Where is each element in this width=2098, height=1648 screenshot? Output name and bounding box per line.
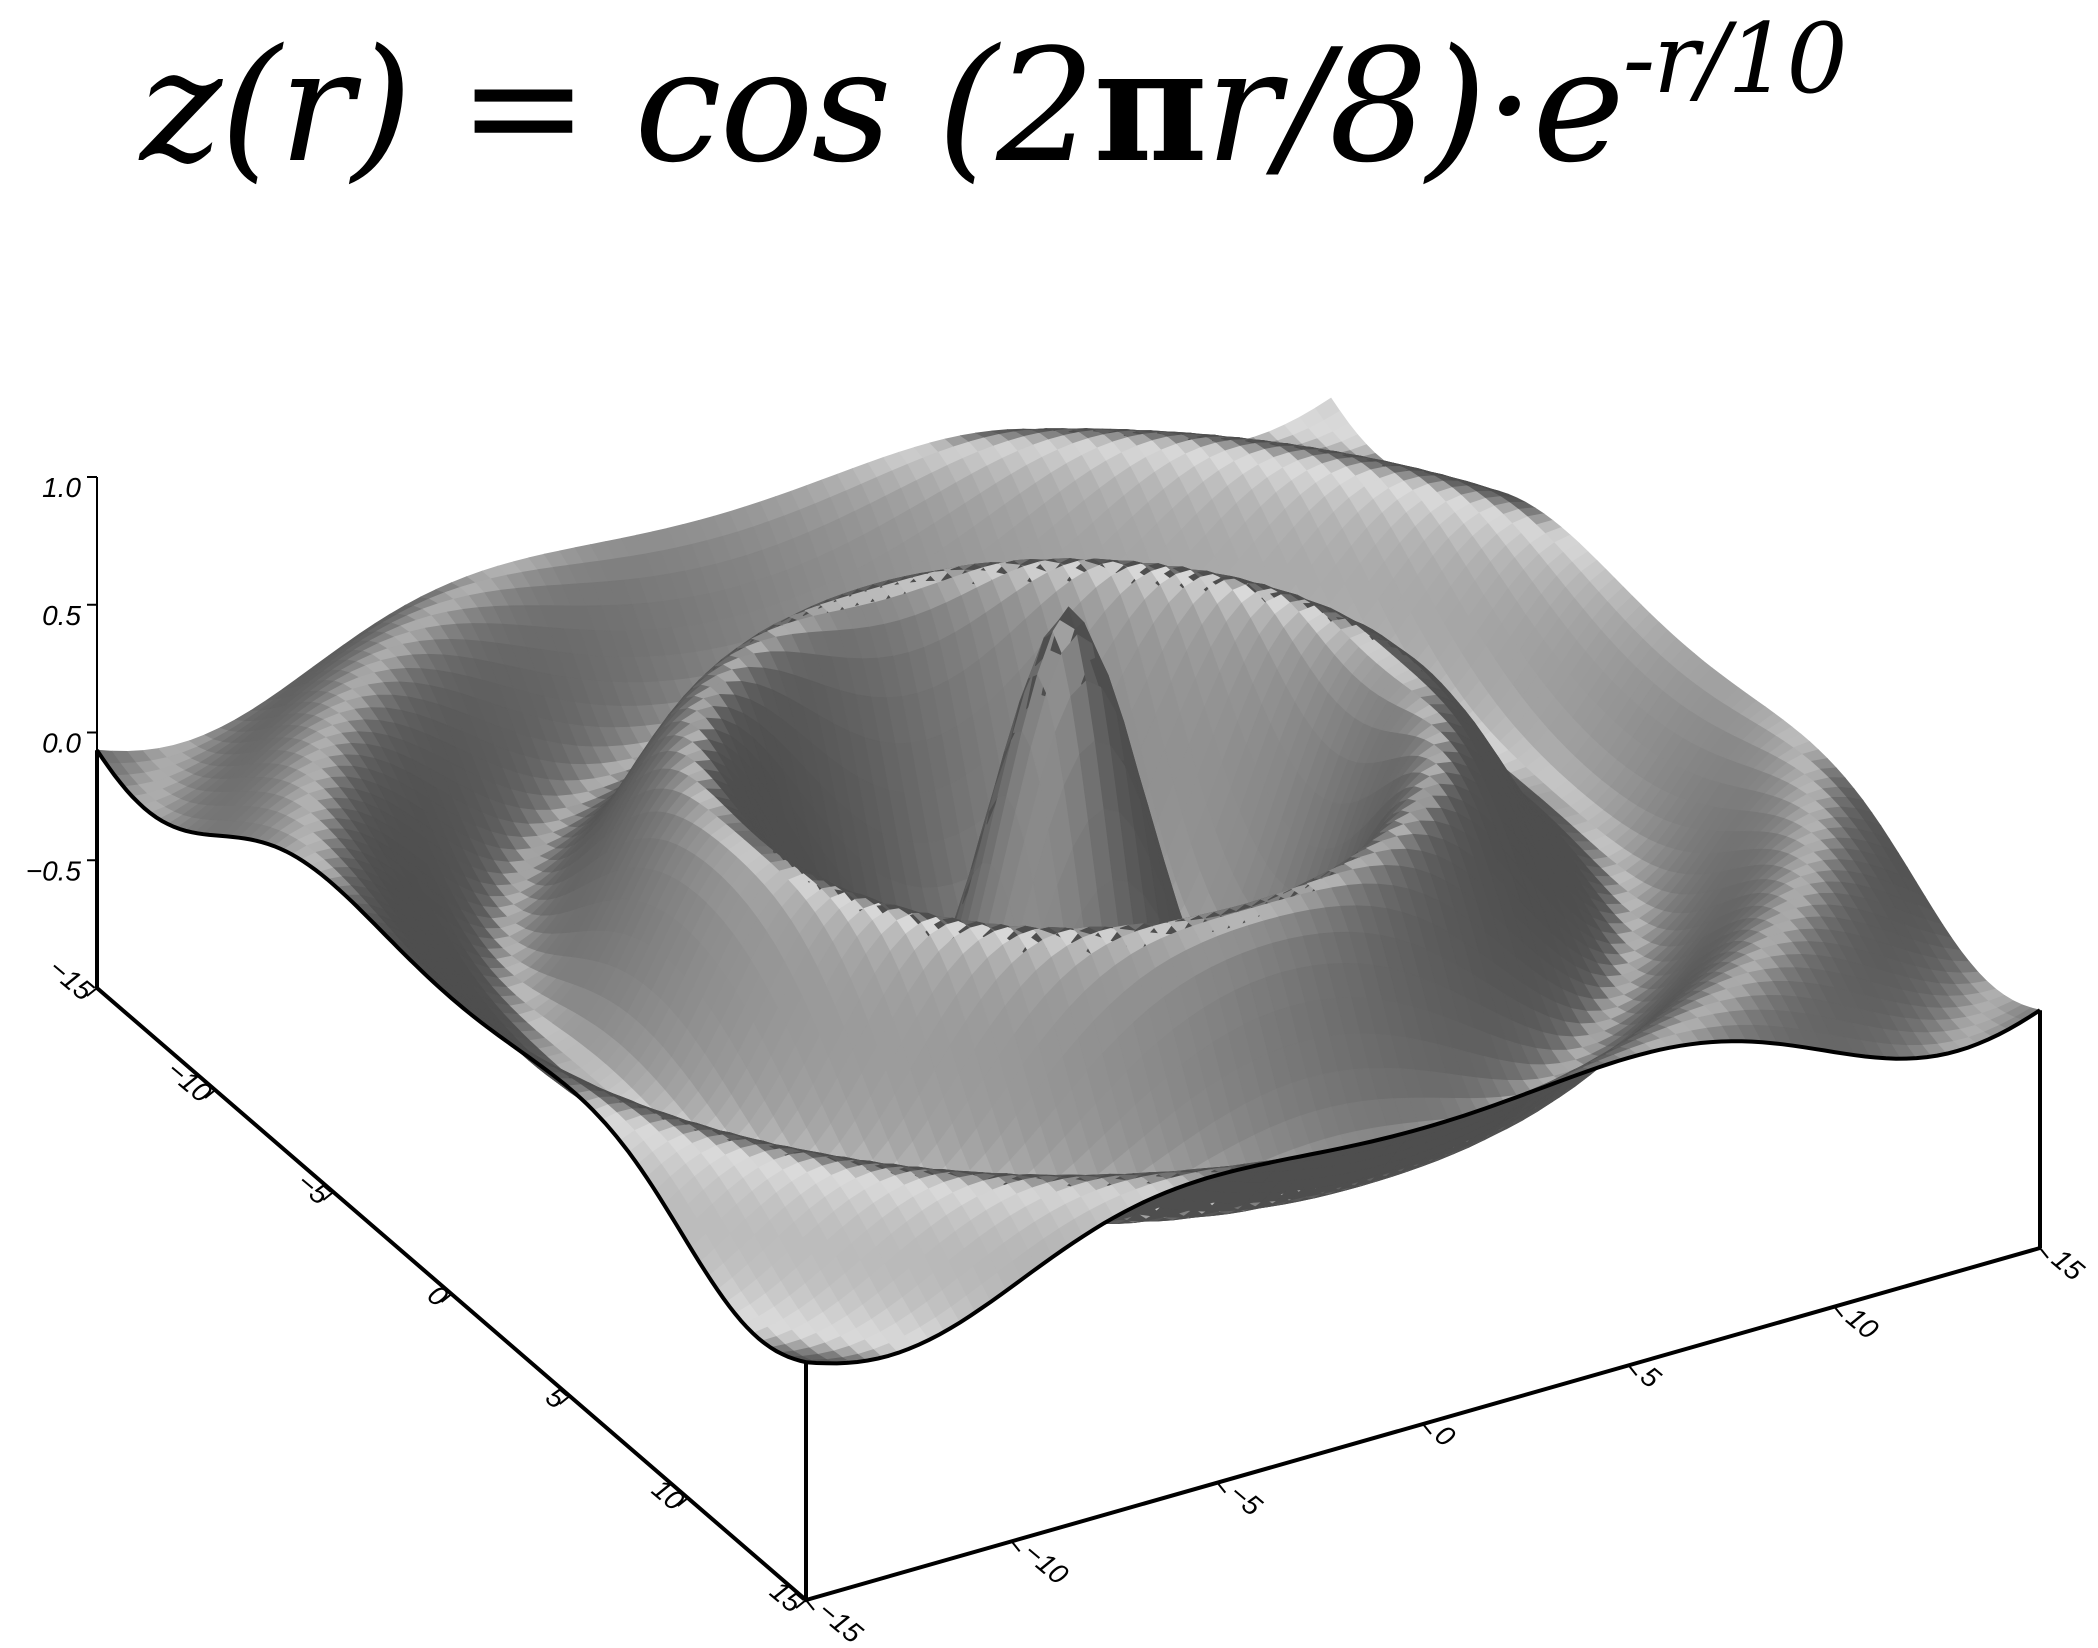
surface-mesh <box>96 397 2041 1364</box>
title-pi: π <box>1093 14 1207 197</box>
right-wall <box>806 1010 2040 1600</box>
title-exponent: -r/10 <box>1622 3 1848 115</box>
box-walls <box>97 750 2040 1600</box>
title-lhs: z(r) = cos (2 <box>140 15 1095 197</box>
left-wall <box>97 750 806 1600</box>
chart-title: z(r) = cos (2πr/8)·e-r/10 <box>140 11 1848 184</box>
title-mid: r/8)·e <box>1205 15 1625 197</box>
